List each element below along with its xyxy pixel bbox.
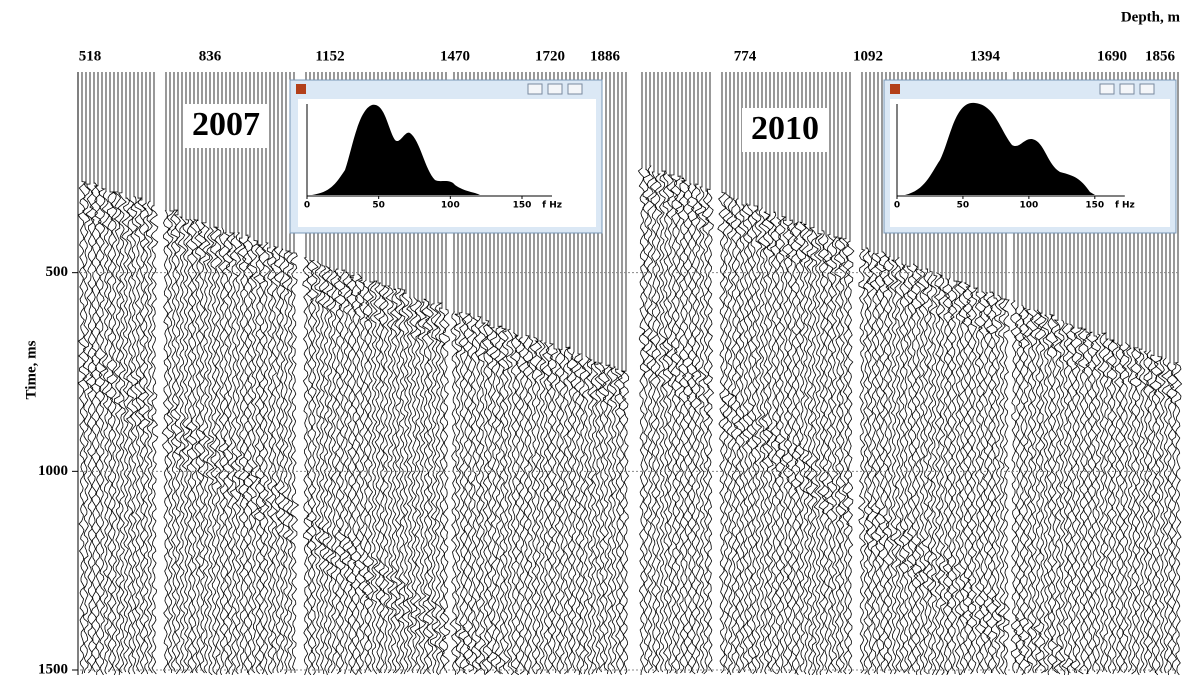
maximize-button[interactable]: [548, 84, 562, 94]
time-tick-label: 1500: [38, 661, 68, 675]
depth-tick-label: 1856: [1145, 48, 1176, 64]
window-icon: [890, 84, 900, 94]
spectrum-tick-label: 0: [894, 201, 900, 211]
depth-tick-label: 1690: [1097, 48, 1127, 64]
spectrum-tick-label: 0: [304, 201, 310, 211]
depth-tick-label: 1152: [315, 48, 344, 64]
spectrum-x-label: f Hz: [1115, 201, 1135, 211]
year-label: 2010: [751, 110, 819, 147]
depth-tick-label: 1092: [853, 48, 883, 64]
spectrum-x-label: f Hz: [542, 201, 562, 211]
depth-tick-label: 836: [199, 48, 222, 64]
close-button[interactable]: [1140, 84, 1154, 94]
minimize-button[interactable]: [1100, 84, 1114, 94]
depth-tick-label: 1470: [440, 48, 470, 64]
time-tick-label: 500: [46, 264, 69, 280]
minimize-button[interactable]: [528, 84, 542, 94]
depth-tick-label: 518: [79, 48, 102, 64]
spectrum-tick-label: 100: [1019, 201, 1038, 211]
window-icon: [296, 84, 306, 94]
spectrum-tick-label: 150: [1085, 201, 1104, 211]
maximize-button[interactable]: [1120, 84, 1134, 94]
depth-axis-label: Depth, m: [1121, 9, 1181, 25]
spectrum-tick-label: 50: [372, 201, 385, 211]
spectrum-tick-label: 50: [957, 201, 970, 211]
depth-tick-label: 774: [734, 48, 757, 64]
year-label: 2007: [192, 106, 260, 143]
depth-tick-label: 1394: [970, 48, 1001, 64]
depth-tick-label: 1720: [535, 48, 565, 64]
spectrum-tick-label: 150: [513, 201, 532, 211]
time-tick-label: 1000: [38, 463, 68, 479]
close-button[interactable]: [568, 84, 582, 94]
time-axis-label: Time, ms: [23, 340, 39, 399]
figure: Depth, m Time, ms 2007 2010 500100015005…: [0, 0, 1187, 675]
spectrum-tick-label: 100: [441, 201, 460, 211]
depth-tick-label: 1886: [590, 48, 621, 64]
